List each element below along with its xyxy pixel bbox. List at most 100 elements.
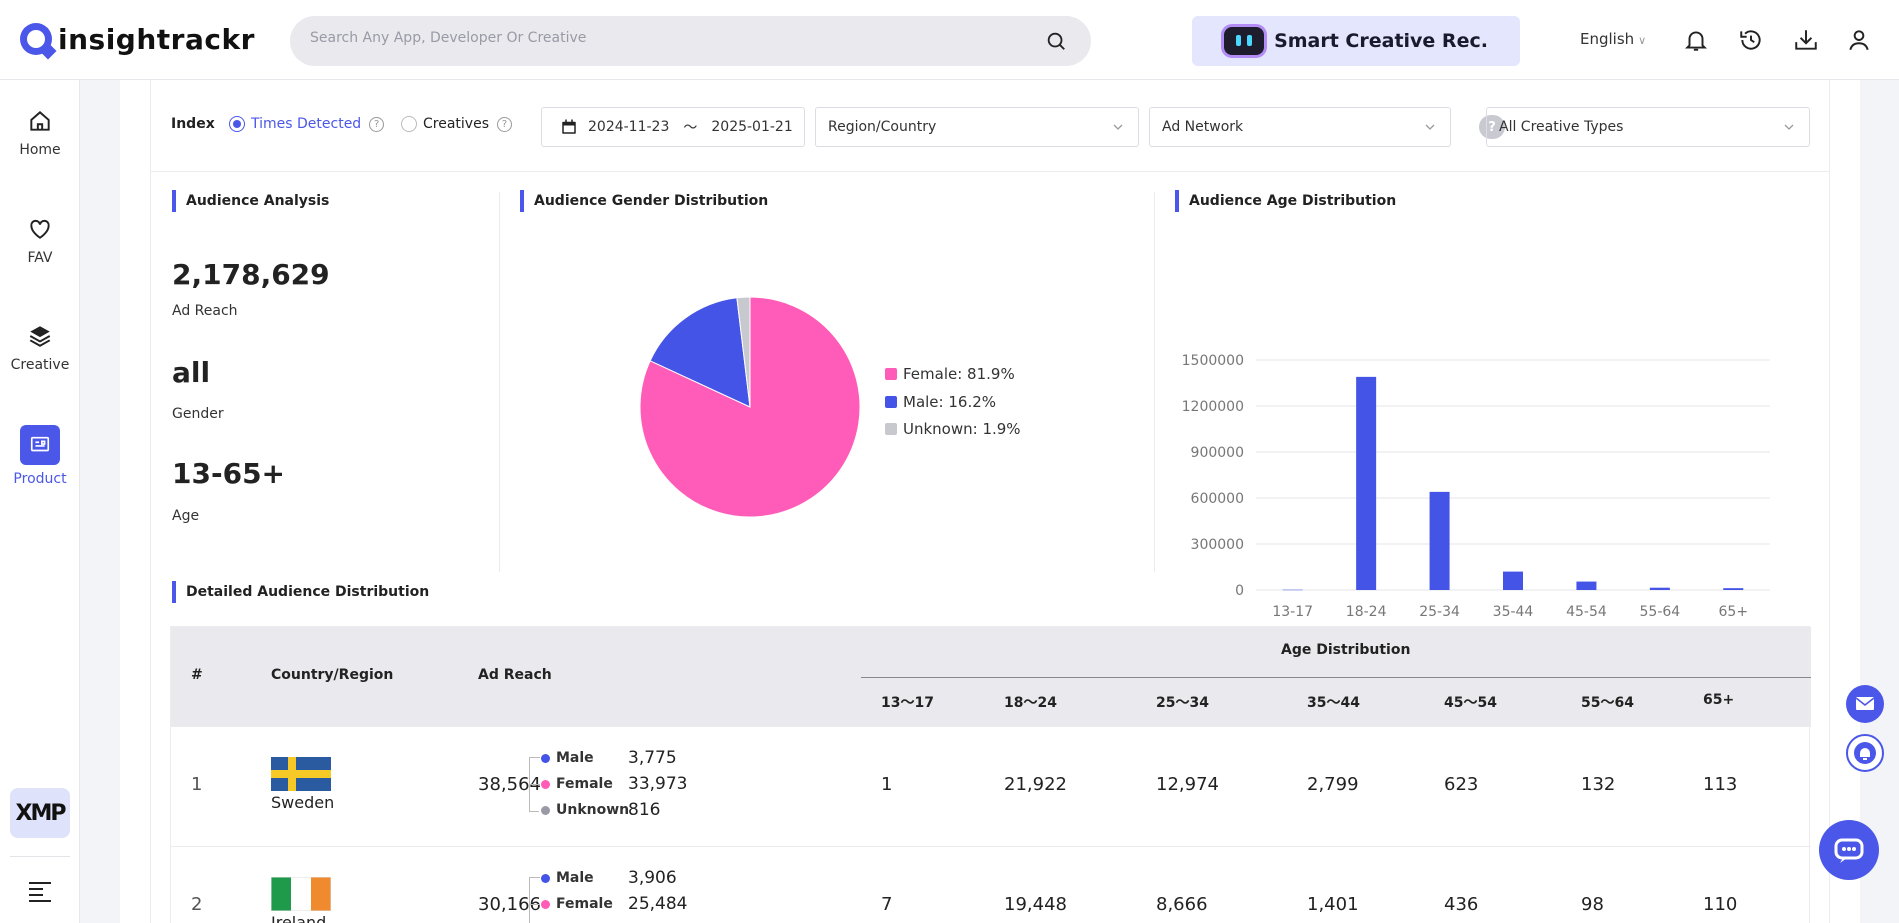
age-cell: 8,666 xyxy=(1156,894,1208,915)
creative-type-select[interactable]: All Creative Types xyxy=(1486,107,1810,147)
bar-55-64 xyxy=(1649,587,1670,590)
search-input[interactable] xyxy=(310,30,1010,46)
region-select[interactable]: Region/Country xyxy=(815,107,1139,147)
col-age-13-17: 13～17 xyxy=(881,695,934,711)
legend-label: Male: 16.2% xyxy=(903,393,997,411)
language-label: English xyxy=(1580,30,1635,48)
col-age-65-plus: 65+ xyxy=(1703,692,1735,708)
region-label: Region/Country xyxy=(828,119,937,135)
gender-value: 3,906 xyxy=(628,868,677,888)
x-tick-label: 55-64 xyxy=(1640,604,1681,620)
layers-icon xyxy=(29,326,51,347)
unknown-dot xyxy=(541,805,550,815)
legend-swatch xyxy=(885,368,897,380)
female-dot xyxy=(541,899,550,909)
chevron-down-icon xyxy=(1113,124,1123,130)
xmp-logo[interactable]: XMP xyxy=(10,788,70,838)
age-value: 13-65+ xyxy=(172,457,286,490)
legend-female: Female: 81.9% xyxy=(885,365,1015,383)
radio-times-detected[interactable]: Times Detected ? xyxy=(229,116,385,132)
y-tick-label: 600000 xyxy=(1191,491,1244,507)
legend-male: Male: 16.2% xyxy=(885,393,996,411)
gender-male: Male 3,775 xyxy=(541,745,687,771)
chevron-down-icon xyxy=(1425,124,1435,130)
gender-value: all xyxy=(172,356,211,389)
bar-25-34 xyxy=(1429,491,1450,590)
help-icon[interactable]: ? xyxy=(497,116,512,132)
table-row[interactable]: 1 Sweden 38,564 Male 3,775 Female 33,973 U… xyxy=(171,727,1811,847)
gender-value: 3,775 xyxy=(628,748,677,768)
gender-unknown: Unknown 816 xyxy=(541,797,687,823)
col-country: Country/Region xyxy=(271,667,394,683)
legend-unknown: Unknown: 1.9% xyxy=(885,420,1021,438)
row-num: 2 xyxy=(191,894,203,915)
chat-button[interactable] xyxy=(1819,820,1879,880)
tree-connector xyxy=(529,757,541,811)
bell-alert-icon xyxy=(1854,742,1876,764)
date-range-picker[interactable]: 2024-11-23 〜 2025-01-21 xyxy=(541,107,805,147)
content-frame xyxy=(150,172,1830,923)
gender-label: Male xyxy=(556,750,594,766)
alert-button[interactable] xyxy=(1846,734,1884,772)
date-start: 2024-11-23 xyxy=(588,119,670,135)
search-icon[interactable] xyxy=(1045,30,1067,52)
bell-icon[interactable] xyxy=(1683,27,1709,53)
chevron-down-icon: ∨ xyxy=(1638,34,1647,47)
ad-reach-cell: 38,564 xyxy=(478,774,541,795)
row-num: 1 xyxy=(191,774,203,795)
mail-button[interactable] xyxy=(1846,685,1884,723)
age-cell: 7 xyxy=(881,894,893,915)
sidebar-divider xyxy=(10,856,70,857)
y-tick-label: 1200000 xyxy=(1182,399,1244,415)
gender-label: Female xyxy=(556,776,613,792)
radio-creatives[interactable]: Creatives ? xyxy=(401,116,512,132)
ad-network-select[interactable]: Ad Network xyxy=(1149,107,1451,147)
gender-label: Female xyxy=(556,896,613,912)
age-cell: 132 xyxy=(1581,774,1616,795)
age-cell: 623 xyxy=(1444,774,1479,795)
pie-slice-unknown xyxy=(736,296,751,408)
menu-collapse-icon[interactable] xyxy=(27,880,53,902)
panel-divider xyxy=(499,192,500,572)
gender-breakdown: Male 3,775 Female 33,973 Unknown 816 xyxy=(541,745,687,823)
legend-label: Unknown: 1.9% xyxy=(903,420,1021,438)
sidebar-item-creative[interactable]: Creative xyxy=(0,323,80,373)
gender-value: 33,973 xyxy=(628,774,688,794)
ad-reach-value: 2,178,629 xyxy=(172,258,330,291)
x-tick-label: 13-17 xyxy=(1272,604,1313,620)
age-cell: 436 xyxy=(1444,894,1479,915)
age-bar-chart: 0 300000 600000 900000 1200000 1500000 13-17 18… xyxy=(1182,353,1770,620)
sidebar-item-home[interactable]: Home xyxy=(0,108,80,158)
sidebar-item-fav[interactable]: FAV xyxy=(0,216,80,266)
language-select[interactable]: English ∨ xyxy=(1580,30,1646,48)
radio-dot xyxy=(401,116,417,132)
brand-logo[interactable]: insightrackr xyxy=(20,22,255,56)
col-age-distribution: Age Distribution xyxy=(1281,642,1411,658)
x-tick-label: 25-34 xyxy=(1419,604,1460,620)
ad-network-help-icon[interactable]: ? xyxy=(1479,115,1505,139)
sidebar-item-label: FAV xyxy=(27,250,53,266)
ireland-flag-icon xyxy=(271,877,331,911)
age-cell: 110 xyxy=(1703,894,1738,915)
index-label: Index xyxy=(171,116,215,132)
smart-creative-button[interactable]: Smart Creative Rec. xyxy=(1192,16,1520,66)
x-tick-label: 45-54 xyxy=(1566,604,1607,620)
tree-connector xyxy=(529,811,539,812)
gender-value: 816 xyxy=(628,800,661,820)
age-cell: 19,448 xyxy=(1004,894,1067,915)
col-ad-reach: Ad Reach xyxy=(478,667,552,683)
gender-female: Female 33,973 xyxy=(541,771,687,797)
tree-connector xyxy=(529,877,541,923)
pie-slice-male xyxy=(649,297,751,408)
help-icon[interactable]: ? xyxy=(369,116,385,132)
audience-analysis-title: Audience Analysis xyxy=(172,190,329,212)
download-icon[interactable] xyxy=(1793,27,1819,53)
history-icon[interactable] xyxy=(1738,27,1764,53)
female-dot xyxy=(541,779,550,789)
table-row[interactable]: 2 Ireland 30,166 Male 3,906 Female 25,484 … xyxy=(171,847,1811,923)
sidebar-item-product[interactable]: Product xyxy=(0,425,80,487)
ad-reach-label: Ad Reach xyxy=(172,303,238,319)
legend-label: Female: 81.9% xyxy=(903,365,1015,383)
sidebar-item-label: Creative xyxy=(10,357,70,373)
user-icon[interactable] xyxy=(1846,27,1872,53)
